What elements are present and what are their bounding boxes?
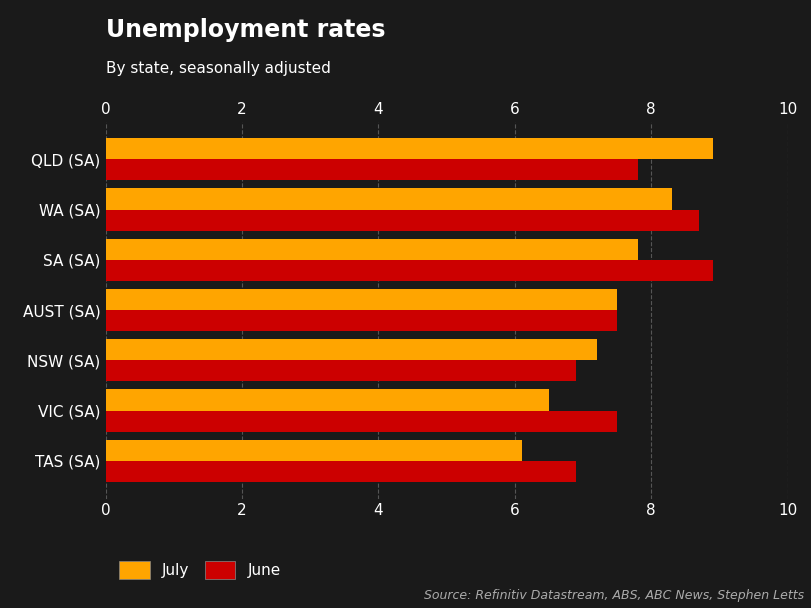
Bar <box>105 339 596 361</box>
Text: Source: Refinitiv Datastream, ABS, ABC News, Stephen Letts: Source: Refinitiv Datastream, ABS, ABC N… <box>423 589 803 602</box>
Bar <box>105 461 576 482</box>
Bar <box>105 260 712 281</box>
Bar <box>105 210 698 230</box>
Text: Unemployment rates: Unemployment rates <box>105 18 384 42</box>
Bar <box>105 310 616 331</box>
Bar <box>105 159 637 181</box>
Bar <box>105 440 521 461</box>
Bar <box>105 188 671 210</box>
Text: By state, seasonally adjusted: By state, seasonally adjusted <box>105 61 330 76</box>
Bar <box>105 289 616 310</box>
Bar <box>105 410 616 432</box>
Bar <box>105 390 548 410</box>
Bar <box>105 138 712 159</box>
Bar <box>105 239 637 260</box>
Bar <box>105 361 576 381</box>
Legend: July, June: July, June <box>113 555 286 585</box>
